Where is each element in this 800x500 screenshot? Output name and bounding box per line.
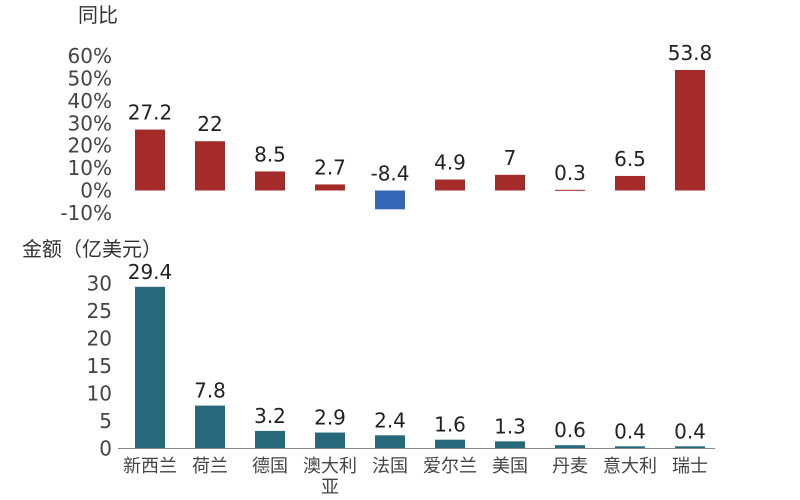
- top-bar: [435, 179, 465, 191]
- top-ytick-label: 20%: [68, 134, 112, 158]
- top-chart-data-labels: 27.2 22 8.5 2.7 -8.4 4.9 7 0.3 6.5 53.8: [128, 41, 713, 186]
- top-ytick-label: 10%: [68, 156, 112, 180]
- category-label: 澳大利: [303, 456, 357, 477]
- category-label: 爱尔兰: [423, 456, 477, 477]
- bottom-bar: [495, 441, 525, 449]
- top-bar: [555, 189, 585, 191]
- category-label: 德国: [252, 456, 288, 477]
- bottom-data-label: 1.3: [494, 414, 526, 438]
- category-label: 亚: [321, 477, 339, 498]
- top-ytick-label: 50%: [68, 67, 112, 91]
- bottom-data-label: 29.4: [128, 260, 173, 284]
- top-chart-bars: [135, 69, 705, 210]
- bottom-bar: [255, 430, 285, 449]
- top-bar: [255, 171, 285, 191]
- category-label: 丹麦: [552, 456, 588, 477]
- bottom-data-label: 0.4: [674, 419, 706, 443]
- top-chart-ylabel: 同比: [78, 3, 118, 27]
- bottom-ytick-label: 20: [87, 327, 112, 351]
- top-data-label: 7: [504, 146, 517, 170]
- bottom-chart-bars: [135, 286, 705, 449]
- top-ytick-label: -10%: [60, 201, 112, 225]
- top-bar: [315, 184, 345, 191]
- bottom-bar: [195, 405, 225, 449]
- top-data-label: 4.9: [434, 151, 466, 175]
- category-label: 荷兰: [192, 456, 228, 477]
- top-bar: [375, 190, 405, 210]
- category-label: 新西兰: [123, 456, 177, 477]
- bottom-bar: [435, 439, 465, 449]
- category-label: 瑞士: [672, 456, 708, 477]
- bottom-ytick-label: 25: [87, 299, 112, 323]
- top-ytick-label: 40%: [68, 89, 112, 113]
- category-label: 美国: [492, 456, 528, 477]
- top-bar: [495, 174, 525, 191]
- top-data-label: 27.2: [128, 101, 173, 125]
- top-data-label: 6.5: [614, 147, 646, 171]
- bottom-chart-ylabel: 金额（亿美元）: [22, 237, 162, 261]
- bottom-bar: [375, 435, 405, 449]
- bottom-data-label: 0.4: [614, 419, 646, 443]
- bottom-bar: [135, 286, 165, 449]
- bottom-data-label: 1.6: [434, 413, 466, 437]
- top-ytick-label: 30%: [68, 111, 112, 135]
- bottom-data-label: 2.9: [314, 406, 346, 430]
- bottom-ytick-label: 0: [99, 437, 112, 461]
- bottom-ytick-label: 15: [87, 354, 112, 378]
- top-data-label: 0.3: [554, 161, 586, 185]
- bottom-chart-data-labels: 29.4 7.8 3.2 2.9 2.4 1.6 1.3 0.6 0.4 0.4: [128, 260, 706, 444]
- bottom-bar: [555, 445, 585, 449]
- top-bar: [135, 129, 165, 191]
- top-data-label: 22: [197, 112, 222, 136]
- bottom-bar: [675, 446, 705, 449]
- category-label: 法国: [372, 456, 408, 477]
- bottom-ytick-label: 30: [87, 272, 112, 296]
- top-data-label: -8.4: [370, 162, 409, 186]
- top-chart-yaxis: 60%50%40%30%20%10%0%-10%: [60, 44, 112, 225]
- category-label: 意大利: [603, 456, 657, 477]
- bottom-data-label: 3.2: [254, 404, 286, 428]
- bottom-data-label: 2.4: [374, 408, 406, 432]
- top-bar: [615, 175, 645, 191]
- top-ytick-label: 0%: [80, 179, 112, 203]
- top-data-label: 53.8: [668, 41, 713, 65]
- top-ytick-label: 60%: [68, 44, 112, 68]
- bottom-bar: [615, 446, 645, 449]
- bottom-chart-yaxis: 30 25 20 15 10 5 0: [87, 272, 112, 461]
- top-data-label: 2.7: [314, 155, 346, 179]
- bottom-ytick-label: 5: [99, 409, 112, 433]
- bottom-data-label: 0.6: [554, 418, 586, 442]
- bottom-bar: [315, 432, 345, 449]
- top-bar: [195, 141, 225, 191]
- top-data-label: 8.5: [254, 142, 286, 166]
- bottom-data-label: 7.8: [194, 379, 226, 403]
- top-bar: [675, 69, 705, 191]
- bottom-ytick-label: 10: [87, 382, 112, 406]
